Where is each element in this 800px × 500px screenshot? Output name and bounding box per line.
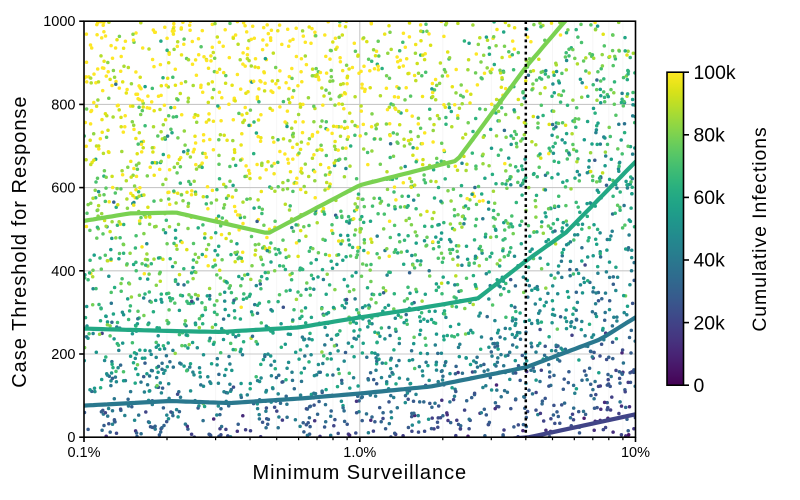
svg-text:0.1%: 0.1%: [67, 445, 100, 461]
svg-text:100k: 100k: [694, 62, 736, 84]
svg-text:200: 200: [51, 347, 75, 363]
svg-text:1.0%: 1.0%: [343, 445, 376, 461]
svg-text:600: 600: [51, 181, 75, 197]
svg-text:60k: 60k: [694, 187, 726, 209]
svg-text:Minimum Surveillance: Minimum Surveillance: [252, 462, 467, 484]
svg-text:1000: 1000: [43, 14, 75, 30]
svg-text:10%: 10%: [621, 445, 650, 461]
svg-text:400: 400: [51, 264, 75, 280]
svg-text:800: 800: [51, 97, 75, 113]
svg-text:80k: 80k: [694, 125, 726, 147]
svg-text:40k: 40k: [694, 250, 726, 272]
svg-text:20k: 20k: [694, 312, 726, 334]
svg-text:Cumulative Infections: Cumulative Infections: [749, 126, 771, 331]
svg-text:0: 0: [67, 430, 75, 446]
svg-text:0: 0: [694, 375, 705, 397]
svg-text:Case Threshold for Response: Case Threshold for Response: [9, 95, 31, 387]
